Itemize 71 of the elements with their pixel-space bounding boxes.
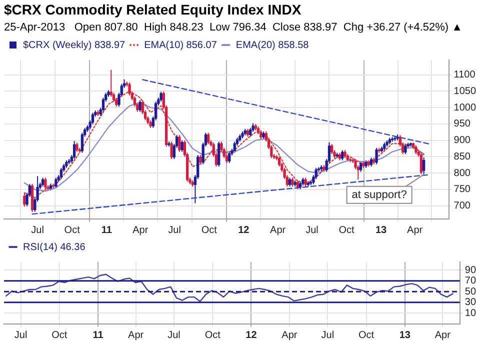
- x-tick-label: 13: [399, 330, 411, 341]
- candlestick: [359, 160, 362, 172]
- legend-label: EMA(20) 858.58: [236, 40, 310, 51]
- candlestick: [60, 167, 63, 180]
- y-tick-label: 90: [464, 264, 476, 276]
- x-tick-label: Jul: [14, 330, 28, 341]
- candlestick: [404, 143, 407, 155]
- candlestick: [54, 177, 58, 189]
- y-tick-label: 850: [454, 151, 471, 162]
- candlestick: [170, 141, 173, 160]
- candlestick: [218, 141, 220, 168]
- chart-subtitle: 25-Apr-2013 Open 807.80 High 848.23 Low 796.34 Close 838.97 Chg +36.27 (+4.52%) ▲: [4, 21, 463, 34]
- x-tick-label: 12: [246, 330, 258, 341]
- y-tick-label: 950: [454, 118, 471, 130]
- candlestick: [23, 192, 26, 208]
- x-tick-label: Jul: [321, 330, 334, 341]
- candlestick: [44, 177, 47, 190]
- x-tick-label: 11: [92, 330, 104, 341]
- annotation: at support?: [352, 188, 407, 201]
- candlestick: [160, 91, 162, 102]
- x-tick-label: Apr: [132, 224, 149, 236]
- x-tick-label: Apr: [282, 330, 298, 341]
- candlestick: [420, 152, 423, 175]
- candlestick: [180, 140, 184, 152]
- line-series: [24, 90, 424, 198]
- y-tick-label: 750: [454, 184, 471, 196]
- x-tick-label: Jul: [168, 224, 181, 236]
- legend-label: RSI(14) 46.36: [23, 242, 86, 253]
- x-tick-label: Oct: [358, 330, 374, 341]
- candlestick: [102, 97, 105, 112]
- candlestick: [91, 112, 94, 125]
- x-tick-label: 11: [101, 224, 112, 236]
- x-tick-label: Jul: [306, 224, 318, 236]
- x-tick-label: Apr: [407, 224, 424, 236]
- candlestick: [178, 134, 181, 152]
- candlestick: [76, 142, 78, 152]
- x-tick-label: Apr: [270, 224, 286, 236]
- x-tick-label: Oct: [64, 224, 80, 236]
- candlestick: [314, 167, 318, 180]
- candlestick: [138, 100, 142, 112]
- y-tick-label: 1050: [454, 86, 476, 97]
- legend-label: EMA(10) 856.07: [144, 40, 218, 51]
- y-tick-label: 30: [464, 297, 476, 308]
- chart-title: $CRX Commodity Related Equity Index INDX: [4, 1, 302, 18]
- x-tick-label: 12: [238, 224, 250, 236]
- x-tick-label: Oct: [204, 330, 221, 341]
- candlestick: [330, 143, 334, 155]
- candlestick: [73, 140, 76, 160]
- candlestick: [422, 156, 426, 175]
- x-tick-label: 13: [375, 224, 388, 236]
- x-tick-label: Jul: [31, 224, 44, 236]
- y-tick-label: 10: [464, 308, 476, 319]
- x-tick-label: Jul: [168, 330, 180, 341]
- y-tick-label: 700: [454, 200, 471, 212]
- candlestick: [207, 132, 210, 145]
- y-tick-label: 70: [464, 276, 476, 287]
- x-tick-label: Oct: [338, 224, 355, 236]
- y-tick-label: 1100: [454, 70, 476, 81]
- x-tick-label: Oct: [201, 224, 218, 236]
- y-tick-label: 50: [464, 286, 476, 298]
- legend-label: $CRX (Weekly) 838.97: [23, 40, 126, 51]
- candlestick: [199, 154, 202, 165]
- y-tick-label: 1000: [454, 102, 476, 114]
- candlestick: [80, 132, 84, 154]
- x-tick-label: Apr: [434, 330, 452, 341]
- y-tick-label: 800: [454, 168, 471, 179]
- candlestick: [228, 150, 231, 164]
- candlestick: [375, 147, 378, 165]
- x-tick-label: Apr: [128, 330, 144, 341]
- y-tick-label: 900: [454, 135, 471, 146]
- x-tick-label: Oct: [52, 330, 68, 341]
